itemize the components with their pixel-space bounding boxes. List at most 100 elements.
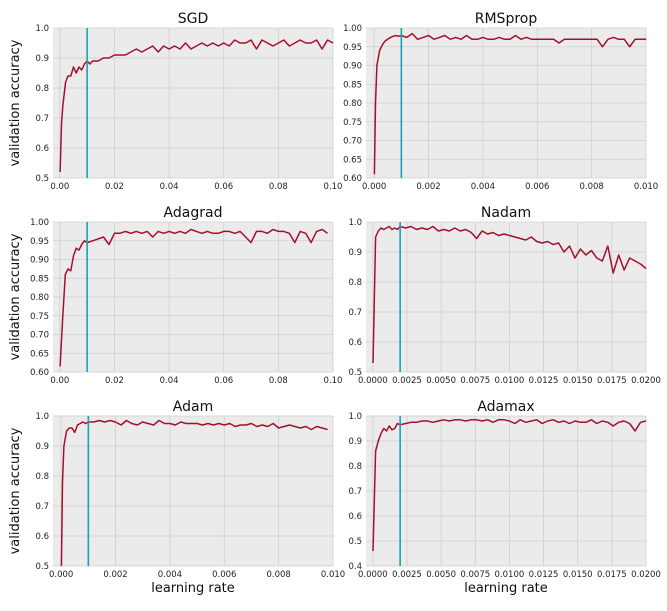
x-tick-label: 0.0100 [495,570,525,580]
y-tick-label: 0.8 [35,84,49,94]
y-tick-label: 0.65 [30,349,49,359]
x-tick-label: 0.0025 [392,570,422,580]
y-tick-label: 0.7 [35,502,49,512]
x-tick-label: 0.10 [324,182,343,192]
series-line [373,32,646,175]
y-tick-label: 0.95 [30,237,49,247]
x-tick-label: 0.000 [362,182,386,192]
y-tick-label: 0.80 [30,293,49,303]
y-tick-label: 1.0 [35,24,49,34]
y-tick-label: 0.7 [348,487,362,497]
x-tick-label: 0.06 [214,376,233,386]
y-tick-label: 0.9 [348,437,362,447]
y-axis-label: validation accuracy [8,427,23,554]
chart-panel-4: 0.000 0.002 0.004 0.006 0.008 0.010 0.5 0.6 0.7 0… [8,399,345,596]
chart-panel-0: 0.00 0.02 0.04 0.06 0.08 0.10 0.5 0.6 0.7 0.8 0.9 1… [8,11,342,192]
x-tick-label: 0.0075 [460,570,490,580]
y-tick-label: 1.0 [35,412,49,422]
chart-panel-5: 0.0000 0.0025 0.0050 0.0075 0.0100 0.0125 0.01… [348,399,660,596]
x-tick-label: 0.00 [50,182,69,192]
x-tick-label: 0.002 [103,570,127,580]
y-tick-label: 1.00 [343,24,362,34]
x-tick-label: 0.08 [269,182,288,192]
grid [53,415,334,567]
x-tick-label: 0.002 [416,182,440,192]
y-tick-label: 0.85 [343,80,362,90]
x-tick-label: 0.006 [212,570,236,580]
y-tick-label: 0.6 [35,144,49,154]
x-tick-label: 0.0200 [631,376,661,386]
x-tick-label: 0.0075 [460,376,490,386]
y-tick-label: 0.70 [343,137,362,147]
grid [366,27,647,179]
chart-title: Nadam [481,205,531,221]
x-tick-label: 0.0150 [563,570,593,580]
y-tick-label: 0.8 [35,472,49,482]
x-tick-label: 0.0175 [597,376,627,386]
y-tick-label: 0.6 [35,532,49,542]
x-tick-label: 0.010 [634,182,658,192]
x-tick-label: 0.0000 [358,376,388,386]
x-tick-label: 0.004 [158,570,182,580]
x-tick-label: 0.0200 [631,570,661,580]
chart-title: Adagrad [164,205,223,221]
x-tick-label: 0.0150 [563,376,593,386]
x-tick-label: 0.0050 [426,570,456,580]
x-tick-label: 0.0175 [597,570,627,580]
x-tick-label: 0.008 [266,570,290,580]
x-tick-label: 0.0000 [358,570,388,580]
chart-panel-2: 0.00 0.02 0.04 0.06 0.08 0.10 0.60 0.65 0.70 0.75… [8,205,342,386]
plot-area [366,222,646,372]
chart-panel-1: 0.000 0.002 0.004 0.006 0.008 0.010 0.60 0.65 0.… [343,11,658,192]
x-tick-label: 0.0025 [392,376,422,386]
y-tick-label: 1.00 [30,218,49,228]
plot-area [53,416,333,566]
y-tick-label: 0.5 [348,368,362,378]
y-tick-label: 0.90 [30,256,49,266]
y-tick-label: 0.90 [343,62,362,72]
y-tick-label: 0.6 [348,512,362,522]
y-tick-label: 0.60 [343,174,362,184]
y-tick-label: 1.0 [348,412,362,422]
y-tick-label: 0.95 [343,43,362,53]
y-axis-label: validation accuracy [8,233,23,360]
y-tick-label: 0.9 [35,54,49,64]
y-axis-label: validation accuracy [8,39,23,166]
chart-title: SGD [178,11,209,27]
y-tick-label: 0.6 [348,338,362,348]
x-tick-label: 0.06 [214,182,233,192]
x-tick-label: 0.000 [49,570,73,580]
x-tick-label: 0.010 [321,570,345,580]
series-line [59,39,334,173]
y-tick-label: 0.75 [30,312,49,322]
x-tick-label: 0.10 [324,376,343,386]
x-tick-label: 0.0125 [529,570,559,580]
y-tick-label: 0.85 [30,274,49,284]
x-axis-label: learning rate [151,581,235,596]
chart-panel-3: 0.0000 0.0025 0.0050 0.0075 0.0100 0.0125 0.01… [348,205,660,386]
x-tick-label: 0.008 [579,182,603,192]
grid [366,221,647,373]
chart-title: Adam [173,399,213,415]
y-tick-label: 1.0 [348,218,362,228]
plot-area [53,28,333,178]
y-tick-label: 0.60 [30,368,49,378]
x-tick-label: 0.04 [160,376,179,386]
x-tick-label: 0.0125 [529,376,559,386]
grid [366,415,647,567]
x-tick-label: 0.004 [471,182,495,192]
x-axis-label: learning rate [464,581,548,596]
x-tick-label: 0.006 [525,182,549,192]
grid [53,221,334,373]
x-tick-label: 0.00 [50,376,69,386]
y-tick-label: 0.8 [348,278,362,288]
y-tick-label: 0.5 [348,537,362,547]
x-tick-label: 0.0100 [495,376,525,386]
series-line [59,228,328,367]
series-line [372,419,647,552]
y-tick-label: 0.4 [348,562,362,572]
chart-title: RMSprop [475,11,538,27]
y-tick-label: 0.7 [348,308,362,318]
x-tick-label: 0.08 [269,376,288,386]
